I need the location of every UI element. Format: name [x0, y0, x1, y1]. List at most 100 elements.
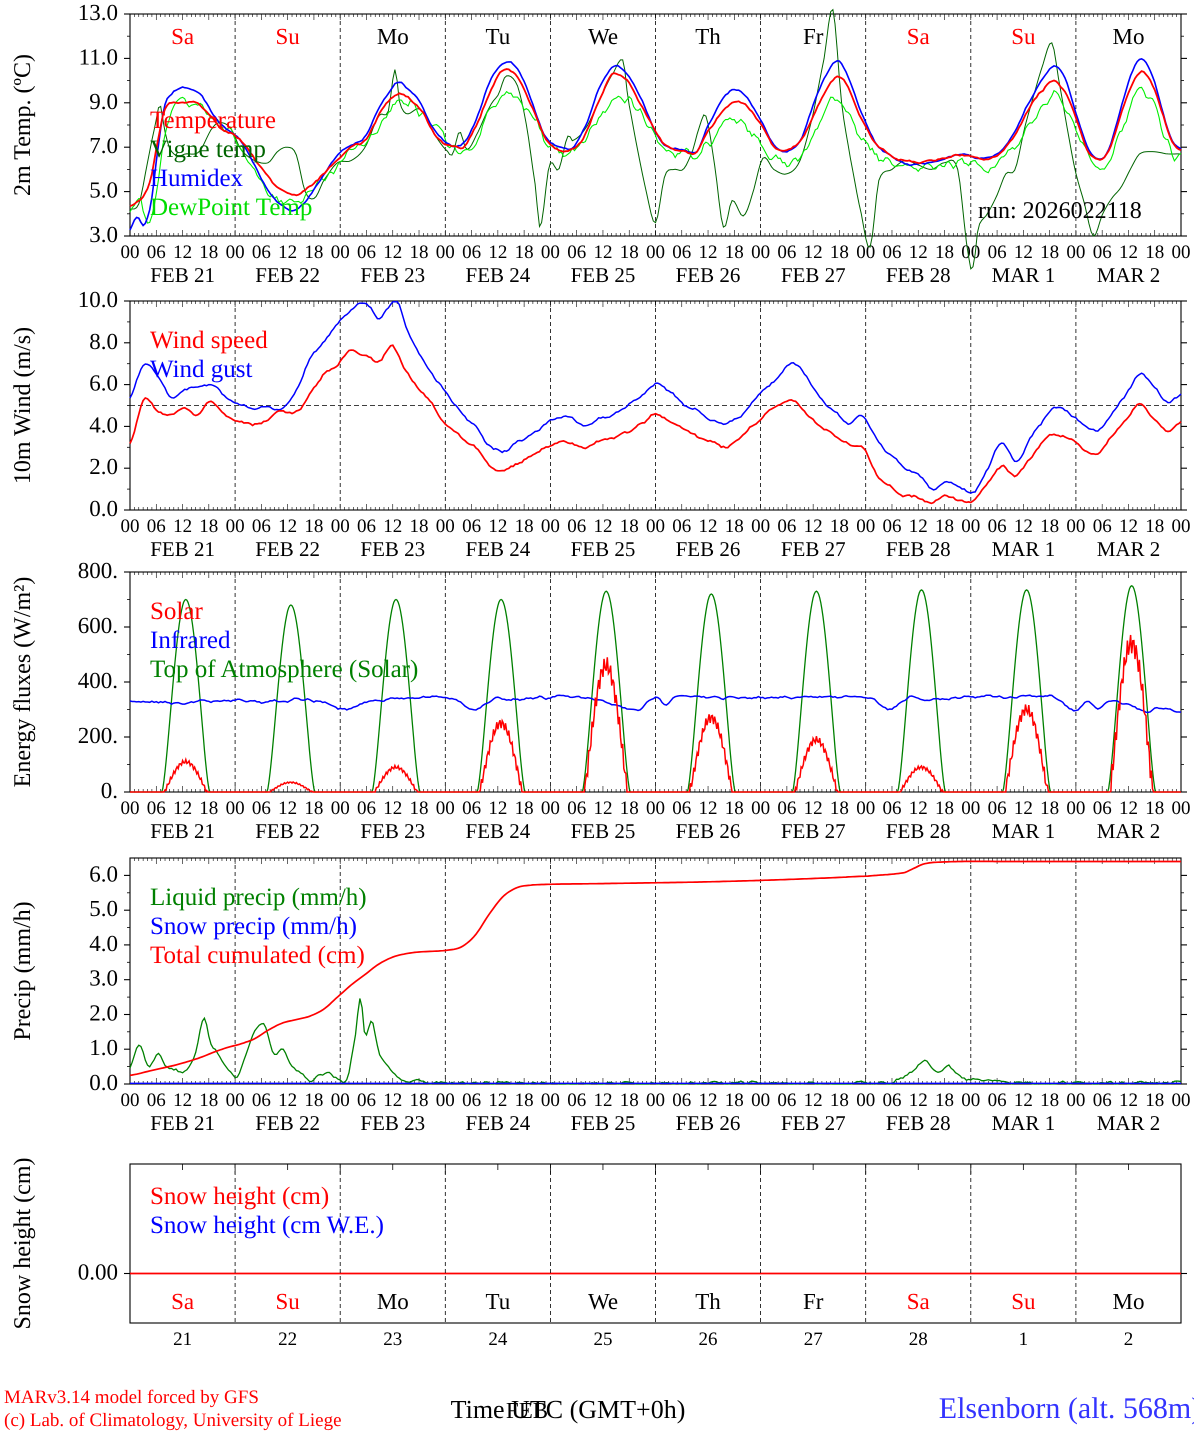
svg-text:800.: 800. [78, 558, 118, 583]
svg-text:12: 12 [594, 516, 613, 537]
svg-text:Time UTC (GMT+0h): Time UTC (GMT+0h) [451, 1395, 686, 1424]
svg-text:FEB 21: FEB 21 [150, 263, 215, 287]
svg-text:18: 18 [725, 798, 744, 819]
svg-text:Snow precip (mm/h): Snow precip (mm/h) [150, 913, 357, 940]
svg-text:MAR 1: MAR 1 [992, 537, 1056, 561]
svg-text:00: 00 [1172, 798, 1191, 819]
svg-text:FEB 21: FEB 21 [150, 1111, 215, 1135]
svg-text:06: 06 [672, 798, 691, 819]
svg-text:00: 00 [121, 516, 140, 537]
svg-text:Snow height (cm): Snow height (cm) [10, 1158, 36, 1330]
svg-text:18: 18 [830, 242, 849, 263]
svg-text:12: 12 [909, 798, 928, 819]
svg-text:Mo: Mo [1113, 1289, 1145, 1314]
svg-text:06: 06 [1093, 798, 1112, 819]
svg-text:Elsenborn (alt. 568m): Elsenborn (alt. 568m) [939, 1392, 1194, 1425]
svg-text:06: 06 [462, 1090, 481, 1111]
svg-text:600.: 600. [78, 613, 118, 638]
svg-text:1.0: 1.0 [89, 1035, 118, 1060]
svg-text:18: 18 [304, 516, 323, 537]
svg-text:18: 18 [304, 798, 323, 819]
svg-text:06: 06 [252, 242, 271, 263]
svg-text:13.0: 13.0 [78, 0, 118, 25]
svg-text:12: 12 [173, 516, 192, 537]
svg-text:Sa: Sa [171, 24, 194, 49]
svg-text:12: 12 [383, 516, 402, 537]
svg-text:00: 00 [226, 798, 245, 819]
svg-text:06: 06 [567, 1090, 586, 1111]
svg-text:00: 00 [226, 516, 245, 537]
svg-text:18: 18 [620, 516, 639, 537]
svg-text:18: 18 [199, 1090, 218, 1111]
svg-text:24: 24 [488, 1329, 508, 1350]
svg-text:Vigne temp: Vigne temp [150, 136, 266, 163]
svg-text:Precip (mm/h): Precip (mm/h) [10, 901, 36, 1040]
svg-text:21: 21 [173, 1329, 192, 1350]
svg-text:FEB 27: FEB 27 [781, 819, 846, 843]
svg-text:18: 18 [1040, 798, 1059, 819]
svg-text:06: 06 [988, 1090, 1007, 1111]
svg-text:26: 26 [699, 1329, 718, 1350]
svg-text:00: 00 [1172, 242, 1191, 263]
svg-text:00: 00 [1066, 1090, 1085, 1111]
svg-text:FEB 23: FEB 23 [360, 263, 425, 287]
svg-text:06: 06 [147, 242, 166, 263]
svg-text:23: 23 [383, 1329, 402, 1350]
svg-text:12: 12 [278, 1090, 297, 1111]
svg-text:00: 00 [646, 242, 665, 263]
svg-text:18: 18 [1040, 516, 1059, 537]
svg-text:18: 18 [830, 1090, 849, 1111]
svg-text:06: 06 [883, 516, 902, 537]
svg-text:12: 12 [1119, 1090, 1138, 1111]
svg-text:Top of Atmosphere (Solar): Top of Atmosphere (Solar) [150, 656, 418, 683]
svg-text:00: 00 [331, 798, 350, 819]
svg-text:00: 00 [121, 1090, 140, 1111]
svg-text:00: 00 [961, 242, 980, 263]
svg-text:Mo: Mo [377, 24, 409, 49]
svg-text:MAR 2: MAR 2 [1097, 1111, 1161, 1135]
svg-text:18: 18 [830, 798, 849, 819]
svg-text:06: 06 [672, 1090, 691, 1111]
svg-text:18: 18 [515, 516, 534, 537]
svg-text:00: 00 [961, 516, 980, 537]
svg-text:06: 06 [567, 516, 586, 537]
svg-text:5.0: 5.0 [89, 896, 118, 921]
svg-text:00: 00 [541, 242, 560, 263]
svg-text:12: 12 [594, 1090, 613, 1111]
svg-text:00: 00 [961, 798, 980, 819]
svg-text:18: 18 [620, 1090, 639, 1111]
svg-text:MAR 2: MAR 2 [1097, 819, 1161, 843]
svg-text:06: 06 [357, 516, 376, 537]
svg-text:FEB 24: FEB 24 [466, 1111, 531, 1135]
svg-text:FEB 22: FEB 22 [255, 819, 320, 843]
svg-text:Energy fluxes (W/m²): Energy fluxes (W/m²) [10, 577, 36, 788]
svg-text:Wind speed: Wind speed [150, 327, 268, 354]
svg-text:06: 06 [988, 516, 1007, 537]
svg-text:FEB 24: FEB 24 [466, 263, 531, 287]
svg-text:Snow height (cm): Snow height (cm) [150, 1183, 329, 1210]
svg-text:00: 00 [961, 1090, 980, 1111]
svg-text:Liquid precip (mm/h): Liquid precip (mm/h) [150, 884, 367, 911]
svg-text:Wind gust: Wind gust [150, 356, 253, 383]
svg-text:18: 18 [304, 1090, 323, 1111]
svg-text:06: 06 [567, 798, 586, 819]
svg-text:Su: Su [275, 24, 300, 49]
svg-text:00: 00 [436, 798, 455, 819]
svg-text:FEB 27: FEB 27 [781, 263, 846, 287]
svg-text:22: 22 [278, 1329, 297, 1350]
svg-text:12: 12 [173, 242, 192, 263]
svg-text:FEB 26: FEB 26 [676, 537, 741, 561]
svg-text:00: 00 [331, 242, 350, 263]
svg-text:06: 06 [988, 242, 1007, 263]
svg-text:18: 18 [1145, 1090, 1164, 1111]
svg-text:28: 28 [909, 1329, 928, 1350]
svg-text:run: 2026022118: run: 2026022118 [978, 198, 1142, 224]
svg-text:FEB 28: FEB 28 [886, 819, 951, 843]
svg-text:Total cumulated (cm): Total cumulated (cm) [150, 942, 365, 969]
svg-text:200.: 200. [78, 723, 118, 748]
svg-text:18: 18 [199, 516, 218, 537]
svg-text:18: 18 [830, 516, 849, 537]
svg-text:06: 06 [1093, 242, 1112, 263]
svg-text:12: 12 [488, 1090, 507, 1111]
svg-text:18: 18 [725, 516, 744, 537]
